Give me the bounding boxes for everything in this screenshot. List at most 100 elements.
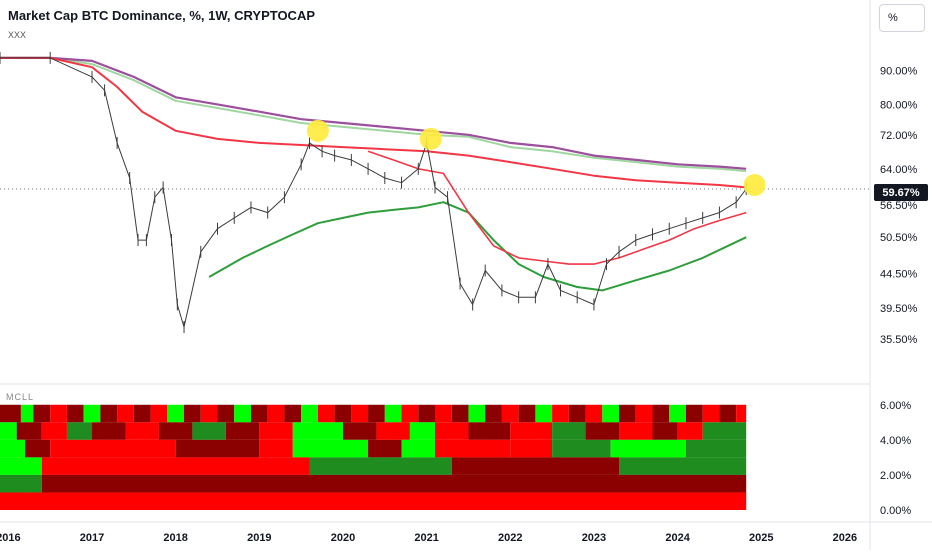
heatmap-cell (67, 422, 92, 440)
heatmap-cell (21, 405, 34, 423)
heatmap-cell (686, 440, 746, 458)
heatmap-cell (33, 405, 50, 423)
heatmap-cell (318, 405, 335, 423)
heatmap-cell (284, 405, 301, 423)
heatmap-cell (0, 405, 21, 423)
heatmap-cell (435, 405, 452, 423)
x-tick-label: 2024 (665, 532, 690, 544)
heatmap-cell (376, 422, 409, 440)
chart-sublabel: XXX (8, 30, 26, 40)
x-tick-label: 2016 (0, 532, 21, 544)
heatmap-cell (343, 422, 376, 440)
y-tick-label: 64.00% (880, 164, 918, 176)
heatmap-cell (293, 440, 368, 458)
heatmap-cell (653, 405, 670, 423)
last-price-label: 59.67% (874, 184, 928, 201)
heatmap-cell (293, 422, 343, 440)
heatmap-cell (42, 475, 746, 493)
heatmap-cell (519, 405, 536, 423)
heatmap-cell (25, 440, 50, 458)
heatmap-cell (452, 457, 619, 475)
heatmap-cell (385, 405, 402, 423)
heatmap-cell (201, 405, 218, 423)
heatmap-cell (335, 405, 352, 423)
x-tick-label: 2020 (331, 532, 355, 544)
y-tick-label: 50.50% (880, 232, 918, 244)
heatmap-cell (602, 405, 619, 423)
heatmap-cell (84, 405, 101, 423)
heatmap-cell (368, 405, 385, 423)
heatmap-cell (351, 405, 368, 423)
heatmap-cell (678, 422, 703, 440)
x-tick-label: 2023 (582, 532, 606, 544)
heatmap-cell (167, 405, 184, 423)
heatmap-cell (686, 405, 703, 423)
heatmap-cell (510, 422, 552, 440)
y-tick-label: 4.00% (880, 435, 911, 447)
heatmap-cell (42, 457, 310, 475)
heatmap-cell (669, 405, 686, 423)
heatmap-cell (402, 405, 419, 423)
heatmap-cell (736, 405, 746, 423)
heatmap-cell (502, 405, 519, 423)
x-tick-label: 2026 (833, 532, 857, 544)
y-tick-label: 56.50% (880, 200, 918, 212)
y-tick-label: 80.00% (880, 99, 918, 111)
x-tick-label: 2017 (80, 532, 104, 544)
heatmap-cell (510, 440, 552, 458)
heatmap-cell (92, 422, 125, 440)
y-tick-label: 35.50% (880, 334, 918, 346)
heatmap-cell (719, 405, 736, 423)
highlight-marker (744, 174, 766, 196)
heatmap-cell (151, 405, 168, 423)
heatmap-cell (218, 405, 235, 423)
heatmap-cell (50, 440, 175, 458)
heatmap-cell (0, 457, 42, 475)
heatmap-cell (310, 457, 452, 475)
heatmap-cell (368, 440, 401, 458)
heatmap-cell (234, 405, 251, 423)
heatmap-cell (259, 440, 292, 458)
heatmap-cell (226, 422, 259, 440)
heatmap-cell (552, 422, 585, 440)
scale-mode-button[interactable]: % (879, 4, 925, 32)
heatmap-cell (452, 405, 469, 423)
heatmap-cell (468, 405, 485, 423)
heatmap-cell (435, 440, 510, 458)
heatmap-cell (17, 422, 42, 440)
heatmap-cell (159, 422, 192, 440)
heatmap-cell (0, 422, 17, 440)
heatmap-cell (611, 440, 686, 458)
heatmap-cell (67, 405, 84, 423)
heatmap-cell (410, 422, 435, 440)
heatmap-cell (552, 440, 611, 458)
y-tick-label: 72.00% (880, 130, 918, 142)
heatmap-cell (42, 422, 67, 440)
heatmap-cell (636, 405, 653, 423)
heatmap-cell (50, 405, 67, 423)
y-tick-label: 90.00% (880, 65, 918, 77)
heatmap-cell (653, 422, 678, 440)
heatmap-cell (586, 422, 619, 440)
heatmap-cell (619, 457, 746, 475)
x-tick-label: 2019 (247, 532, 271, 544)
heatmap-cell (703, 422, 747, 440)
y-tick-label: 39.50% (880, 303, 918, 315)
heatmap-cell (619, 422, 652, 440)
heatmap-cell (0, 475, 42, 493)
heatmap-cell (586, 405, 603, 423)
y-tick-label: 2.00% (880, 470, 911, 482)
y-tick-label: 0.00% (880, 505, 911, 517)
y-tick-label: 6.00% (880, 400, 911, 412)
heatmap-cell (117, 405, 134, 423)
heatmap-cell (251, 405, 268, 423)
lower-pane-label: MCLL (6, 392, 34, 402)
heatmap-cell (176, 440, 260, 458)
highlight-marker (420, 128, 442, 150)
x-tick-label: 2022 (498, 532, 522, 544)
heatmap-cell (268, 405, 285, 423)
heatmap-cell (485, 405, 502, 423)
heatmap-cell (192, 422, 225, 440)
y-tick-label: 44.50% (880, 269, 918, 281)
